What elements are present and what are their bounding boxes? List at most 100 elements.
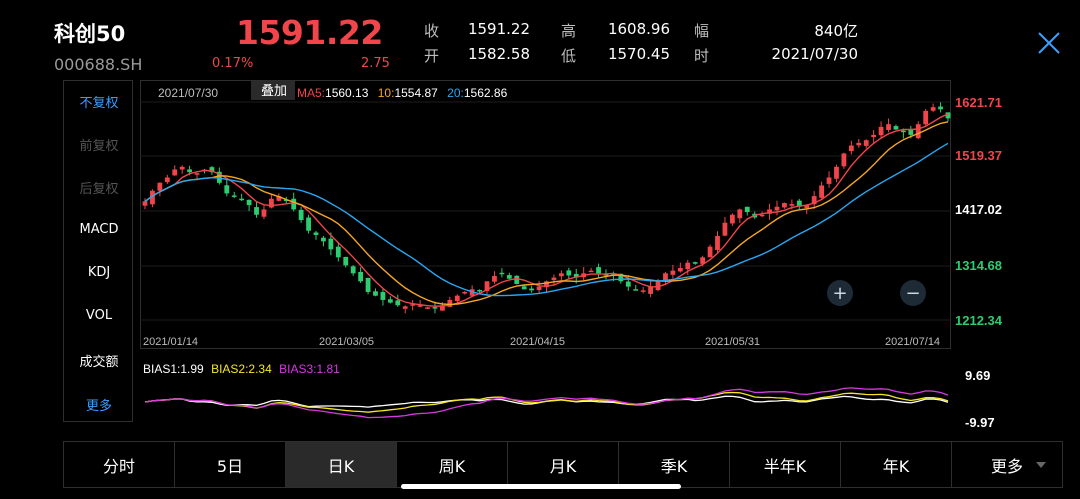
candle-up bbox=[871, 134, 877, 138]
menu-item-macd[interactable]: MACD bbox=[79, 222, 119, 237]
candle-up bbox=[789, 204, 795, 206]
zoom-out-icon[interactable]: − bbox=[905, 283, 920, 304]
quote-label-close: 收 bbox=[424, 22, 440, 40]
tab-intraday[interactable]: 分时 bbox=[64, 442, 175, 487]
tab-more-label: 更多 bbox=[990, 456, 1023, 476]
candle-up bbox=[856, 142, 862, 146]
zoom-in-icon[interactable]: + bbox=[832, 283, 847, 304]
bias-top-value: 9.69 bbox=[965, 368, 990, 383]
overlay-button[interactable]: 叠加 bbox=[261, 84, 287, 99]
candle-down bbox=[893, 126, 899, 130]
candle-down bbox=[335, 246, 341, 258]
candle-down bbox=[306, 217, 311, 231]
ma5-value: 1560.13 bbox=[325, 86, 369, 100]
candle-up bbox=[685, 262, 691, 270]
ma10-label: 10: bbox=[378, 86, 395, 100]
candle-up bbox=[804, 205, 810, 209]
candle-down bbox=[945, 112, 951, 119]
quote-label-low: 低 bbox=[561, 47, 577, 65]
ma20-value: 1562.86 bbox=[464, 86, 508, 100]
candle-down bbox=[209, 167, 215, 173]
candle-down bbox=[380, 292, 386, 300]
tab-daily-k[interactable]: 日K bbox=[286, 442, 397, 487]
candle-up bbox=[462, 291, 468, 294]
candle-down bbox=[395, 300, 401, 306]
candle-up bbox=[484, 281, 490, 291]
overlay-button-bg[interactable] bbox=[251, 80, 295, 100]
candle-up bbox=[670, 270, 676, 275]
candle-up bbox=[729, 214, 735, 224]
ma5-label: MA5: bbox=[297, 86, 325, 100]
candle-up bbox=[588, 270, 594, 273]
candle-up bbox=[826, 177, 832, 184]
candle-up bbox=[663, 273, 668, 281]
tab-quarterly-k[interactable]: 季K bbox=[619, 442, 730, 487]
quote-label-open: 开 bbox=[424, 47, 440, 65]
candle-up bbox=[142, 201, 148, 206]
candle-down bbox=[596, 267, 601, 274]
price-panel-frame bbox=[140, 80, 951, 349]
menu-item-kdj[interactable]: KDJ bbox=[87, 265, 111, 280]
quote-value-high: 1608.96 bbox=[607, 20, 670, 38]
x-tick-5: 2021/07/14 bbox=[885, 336, 940, 348]
ma-lines bbox=[144, 113, 949, 307]
candle-down bbox=[521, 286, 527, 290]
zoom-out-button[interactable] bbox=[900, 280, 926, 306]
menu-item-turnover[interactable]: 成交额 bbox=[79, 355, 119, 370]
candle-up bbox=[276, 196, 282, 201]
candle-up bbox=[707, 246, 713, 258]
bias1-value: 1.99 bbox=[180, 362, 204, 376]
ma10-value: 1554.87 bbox=[394, 86, 438, 100]
candle-up bbox=[759, 214, 765, 217]
quote-value-low: 1570.45 bbox=[607, 45, 670, 63]
tab-more[interactable]: 更多 bbox=[952, 442, 1062, 487]
quote-label-high: 高 bbox=[561, 22, 577, 40]
menu-item-backward-adjust[interactable]: 后复权 bbox=[79, 182, 119, 197]
candle-up bbox=[454, 295, 460, 302]
y-tick-2: 1519.37 bbox=[955, 148, 1002, 163]
candle-down bbox=[796, 200, 802, 207]
close-icon[interactable] bbox=[1036, 30, 1062, 56]
y-tick-4: 1314.68 bbox=[955, 258, 1002, 273]
candle-down bbox=[373, 291, 378, 296]
quote-value-amplitude: 840亿 bbox=[814, 22, 858, 40]
menu-item-no-adjust[interactable]: 不复权 bbox=[79, 96, 119, 111]
kline-chart[interactable]: 2021/07/30 叠加 MA5:1560.13 10:1554.87 20:… bbox=[140, 80, 1080, 440]
candle-up bbox=[164, 177, 170, 183]
zoom-in-button[interactable] bbox=[827, 280, 853, 306]
stock-name: 科创50 bbox=[54, 22, 126, 46]
tab-monthly-k[interactable]: 月K bbox=[508, 442, 619, 487]
candle-up bbox=[172, 169, 178, 176]
candle-down bbox=[499, 272, 505, 275]
candle-down bbox=[246, 199, 252, 206]
ma20-line bbox=[144, 142, 949, 297]
tab-halfyear-k[interactable]: 半年K bbox=[730, 442, 841, 487]
candle-up bbox=[558, 273, 564, 277]
candle-down bbox=[573, 273, 579, 278]
candle-down bbox=[254, 207, 259, 215]
candle-up bbox=[722, 222, 728, 236]
candle-down bbox=[908, 129, 914, 135]
candle-up bbox=[655, 281, 661, 291]
candle-up bbox=[841, 153, 847, 167]
bias2-label: BIAS2: bbox=[211, 362, 248, 376]
y-tick-3: 1417.02 bbox=[955, 202, 1002, 217]
ma10-line bbox=[144, 121, 949, 306]
candle-up bbox=[915, 124, 921, 139]
candle-up bbox=[194, 173, 200, 175]
cursor-date: 2021/07/30 bbox=[158, 86, 218, 100]
menu-item-forward-adjust[interactable]: 前复权 bbox=[79, 139, 119, 154]
tab-5day[interactable]: 5日 bbox=[175, 442, 286, 487]
tab-yearly-k[interactable]: 年K bbox=[841, 442, 952, 487]
candle-down bbox=[900, 130, 906, 133]
quote-value-open: 1582.58 bbox=[467, 45, 530, 63]
candle-up bbox=[648, 286, 653, 294]
candle-up bbox=[767, 209, 772, 214]
candle-up bbox=[811, 196, 817, 205]
candle-down bbox=[618, 273, 624, 282]
tab-weekly-k[interactable]: 周K bbox=[397, 442, 508, 487]
candle-down bbox=[432, 307, 438, 309]
menu-item-vol[interactable]: VOL bbox=[85, 308, 113, 323]
quote-value-close: 1591.22 bbox=[467, 20, 530, 38]
menu-item-more[interactable]: 更多 bbox=[85, 399, 112, 414]
